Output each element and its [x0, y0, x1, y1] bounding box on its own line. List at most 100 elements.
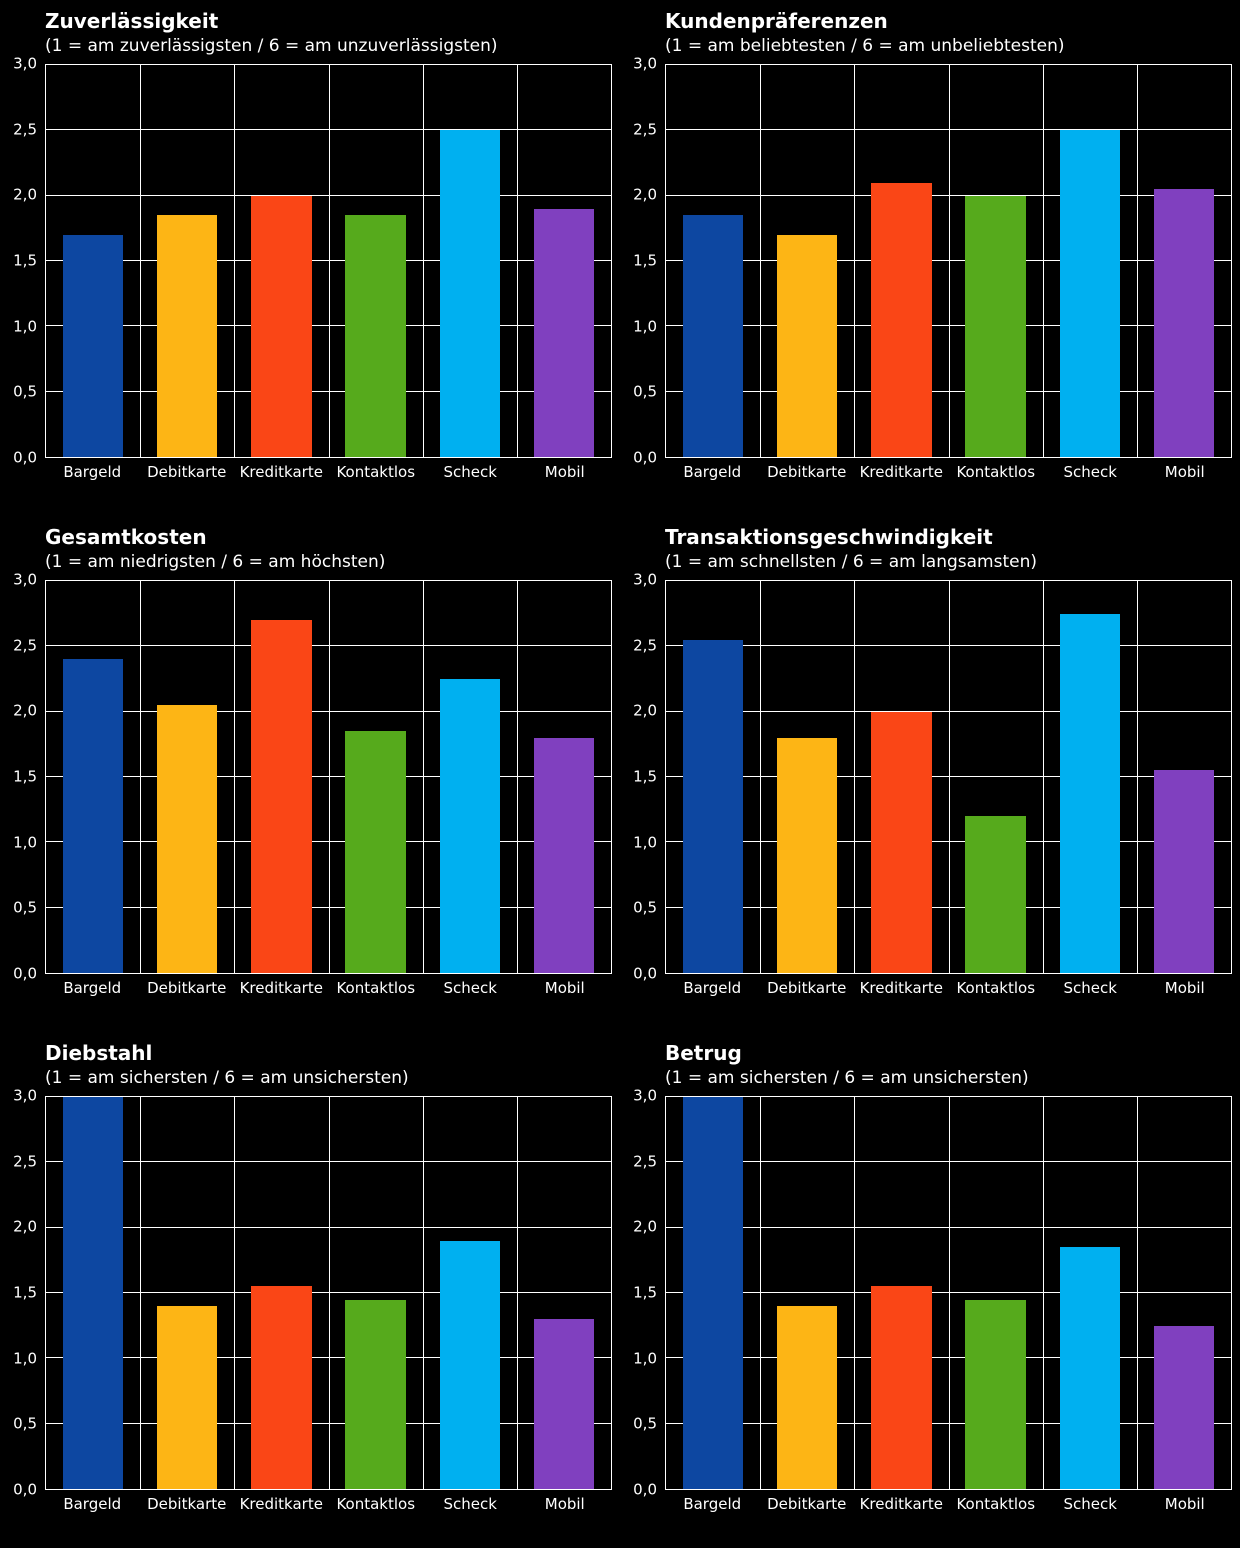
chart-header: Diebstahl (1 = am sichersten / 6 = am un… [45, 1040, 620, 1096]
bar-kreditkarte [251, 1286, 312, 1489]
chart-betrug: Betrug (1 = am sichersten / 6 = am unsic… [620, 1032, 1240, 1548]
x-tick-label: Kreditkarte [859, 463, 943, 481]
x-tick-label: Kontaktlos [956, 463, 1036, 481]
x-tick-label: Mobil [544, 463, 585, 481]
bar-bargeld [682, 215, 744, 457]
bar-mobil [1153, 1325, 1215, 1489]
x-tick-label: Bargeld [63, 1495, 122, 1513]
bar-scheck [439, 679, 500, 973]
gridline-vertical [760, 581, 762, 973]
y-tick-label: 0,0 [13, 1480, 37, 1499]
y-tick-label: 1,5 [633, 251, 657, 270]
chart-subtitle: (1 = am beliebtesten / 6 = am unbeliebte… [665, 36, 1065, 56]
gridline-vertical [1136, 581, 1138, 973]
bar-kreditkarte [871, 711, 932, 973]
gridline-vertical [1136, 1097, 1138, 1489]
y-tick-label: 3,0 [633, 1086, 657, 1105]
x-tick-label: Mobil [544, 1495, 585, 1513]
chart-transaktionsgeschwindigkeit: Transaktionsgeschwindigkeit (1 = am schn… [620, 516, 1240, 1032]
y-tick-label: 1,0 [13, 317, 37, 336]
y-axis: 0,0 0,5 1,0 1,5 2,0 2,5 3,0 [0, 572, 45, 981]
x-tick-label: Debitkarte [767, 1495, 847, 1513]
x-tick-label: Kontaktlos [336, 979, 416, 997]
x-tick-label: Scheck [443, 463, 497, 481]
chart-header: Kundenpräferenzen (1 = am beliebtesten /… [665, 8, 1240, 64]
plot-area [665, 1096, 1232, 1490]
bar-kreditkarte [871, 1286, 932, 1489]
y-tick-label: 1,0 [633, 317, 657, 336]
bar-debitkarte [777, 234, 838, 457]
x-tick-label: Scheck [1063, 979, 1117, 997]
y-axis: 0,0 0,5 1,0 1,5 2,0 2,5 3,0 [620, 56, 665, 465]
bar-kontaktlos [965, 816, 1026, 973]
bar-debitkarte [157, 1306, 218, 1489]
gridline-vertical [854, 1097, 856, 1489]
y-tick-label: 0,5 [13, 1414, 37, 1433]
y-tick-label: 2,0 [633, 1217, 657, 1236]
chart-header: Transaktionsgeschwindigkeit (1 = am schn… [665, 524, 1240, 580]
y-tick-label: 0,0 [13, 448, 37, 467]
y-tick-label: 3,0 [633, 54, 657, 73]
chart-header: Betrug (1 = am sichersten / 6 = am unsic… [665, 1040, 1240, 1096]
chart-diebstahl: Diebstahl (1 = am sichersten / 6 = am un… [0, 1032, 620, 1548]
bar-mobil [533, 208, 595, 457]
x-tick-label: Scheck [443, 1495, 497, 1513]
y-axis: 0,0 0,5 1,0 1,5 2,0 2,5 3,0 [0, 1088, 45, 1497]
y-tick-label: 2,5 [13, 1152, 37, 1171]
y-tick-label: 3,0 [13, 1086, 37, 1105]
gridline-vertical [1042, 65, 1044, 457]
y-tick-label: 2,5 [633, 636, 657, 655]
gridline-vertical [140, 1097, 142, 1489]
bar-debitkarte [777, 1306, 838, 1489]
y-tick-label: 2,0 [633, 185, 657, 204]
x-tick-label: Scheck [443, 979, 497, 997]
chart-zuverlaessigkeit: Zuverlässigkeit (1 = am zuverlässigsten … [0, 0, 620, 516]
x-tick-label: Kreditkarte [859, 979, 943, 997]
x-tick-label: Kreditkarte [239, 979, 323, 997]
x-tick-label: Kreditkarte [239, 1495, 323, 1513]
y-tick-label: 2,0 [13, 185, 37, 204]
x-tick-label: Kontaktlos [956, 1495, 1036, 1513]
x-tick-label: Mobil [1164, 463, 1205, 481]
y-tick-label: 0,0 [633, 1480, 657, 1499]
bar-bargeld [682, 639, 744, 973]
bar-mobil [1153, 189, 1215, 457]
gridline-vertical [422, 65, 424, 457]
y-tick-label: 1,5 [633, 1283, 657, 1302]
bar-mobil [533, 1319, 595, 1489]
y-tick-label: 0,5 [633, 1414, 657, 1433]
bar-scheck [1059, 130, 1120, 457]
y-tick-label: 2,5 [13, 120, 37, 139]
gridline-vertical [140, 581, 142, 973]
bar-kontaktlos [345, 731, 406, 973]
x-tick-label: Bargeld [683, 1495, 742, 1513]
x-tick-label: Kreditkarte [239, 463, 323, 481]
y-tick-label: 1,0 [633, 1349, 657, 1368]
gridline-vertical [1042, 581, 1044, 973]
bar-kontaktlos [965, 195, 1026, 457]
gridline-vertical [516, 65, 518, 457]
gridline-vertical [422, 1097, 424, 1489]
bar-kontaktlos [345, 1299, 406, 1489]
bar-kreditkarte [251, 620, 312, 973]
y-tick-label: 1,5 [13, 251, 37, 270]
plot-row: 0,0 0,5 1,0 1,5 2,0 2,5 3,0 [620, 572, 1240, 981]
chart-title: Kundenpräferenzen [665, 9, 888, 33]
y-tick-label: 1,0 [13, 1349, 37, 1368]
bar-mobil [1153, 770, 1215, 973]
gridline-vertical [854, 65, 856, 457]
gridline-vertical [328, 1097, 330, 1489]
x-tick-label: Debitkarte [147, 1495, 227, 1513]
bar-kontaktlos [345, 215, 406, 457]
y-axis: 0,0 0,5 1,0 1,5 2,0 2,5 3,0 [0, 56, 45, 465]
x-tick-label: Debitkarte [147, 463, 227, 481]
bar-bargeld [62, 659, 124, 973]
y-tick-label: 1,0 [13, 833, 37, 852]
bar-bargeld [62, 1097, 124, 1489]
y-axis: 0,0 0,5 1,0 1,5 2,0 2,5 3,0 [620, 1088, 665, 1497]
gridline-vertical [234, 65, 236, 457]
chart-subtitle: (1 = am sichersten / 6 = am unsichersten… [45, 1068, 409, 1088]
bar-scheck [1059, 1247, 1120, 1489]
plot-area [45, 64, 612, 458]
plot-area [45, 580, 612, 974]
